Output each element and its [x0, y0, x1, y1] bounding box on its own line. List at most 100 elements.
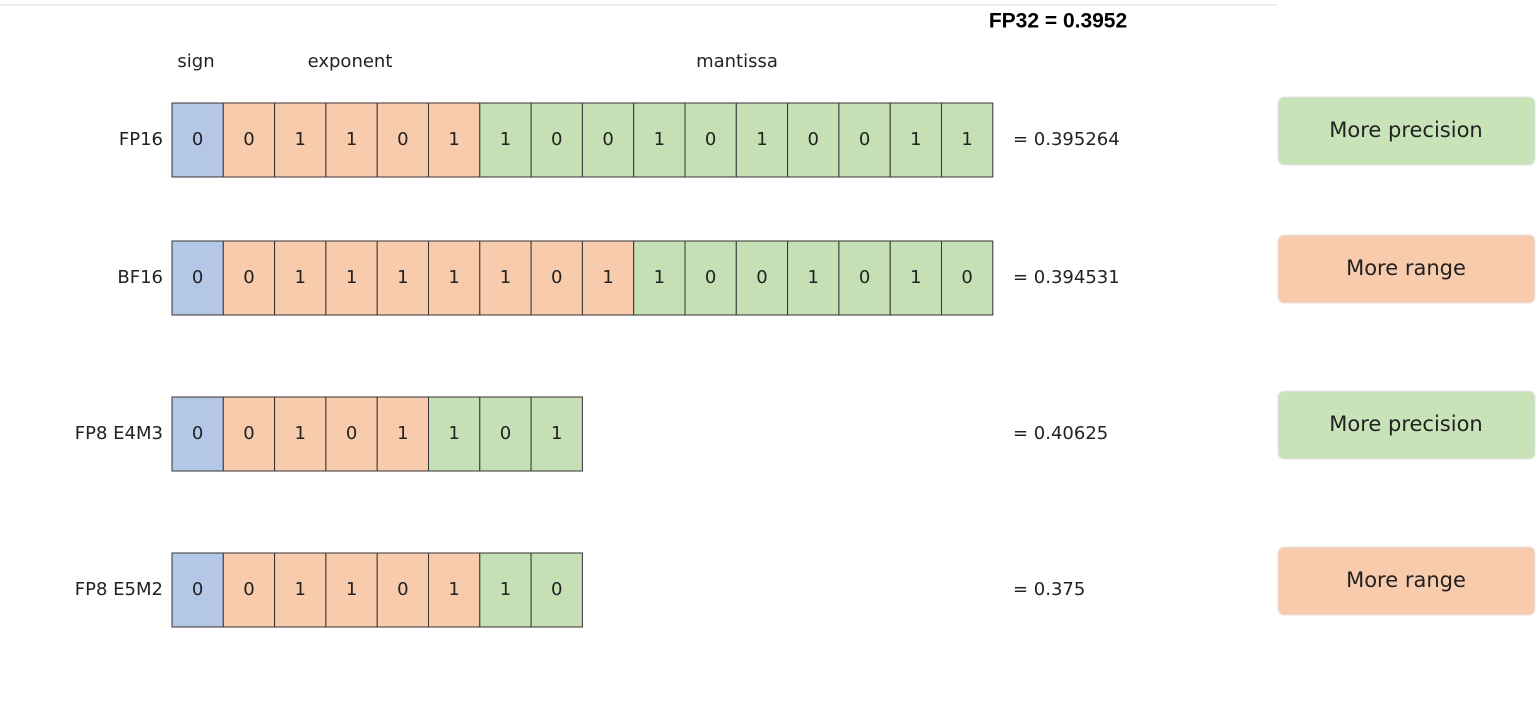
exponent-cell [376, 552, 430, 628]
row-value: = 0.375 [1013, 579, 1085, 600]
mantissa-cell [941, 102, 994, 178]
badge [1277, 546, 1536, 616]
row-value: = 0.394531 [1013, 267, 1120, 288]
badge [1277, 96, 1536, 166]
mantissa-cell [633, 240, 686, 316]
title: FP32 = 0.3952 [989, 10, 1127, 33]
exponent-cell [428, 102, 481, 178]
mantissa-bit: 0 [756, 267, 767, 288]
exponent-cell [376, 240, 430, 316]
row-label: FP8 E5M2 [75, 579, 163, 600]
mantissa-cell [684, 102, 737, 178]
mantissa-bit: 1 [808, 267, 819, 288]
exponent-bit: 1 [397, 423, 408, 444]
exponent-cell [530, 240, 583, 316]
mantissa-bit: 1 [961, 129, 972, 150]
exponent-bit: 1 [602, 267, 613, 288]
sign-bit: 0 [192, 423, 203, 444]
mantissa-bit: 0 [961, 267, 972, 288]
sign-bit: 0 [192, 129, 203, 150]
exponent-header: exponent [308, 51, 393, 72]
mantissa-cell [889, 240, 943, 316]
mantissa-cell [633, 102, 686, 178]
badge-text: More range [1346, 256, 1466, 280]
exponent-cell [376, 396, 430, 472]
row-label: FP8 E4M3 [75, 423, 163, 444]
row-label: BF16 [117, 267, 163, 288]
mantissa-cell [530, 396, 583, 472]
mantissa-cell [530, 552, 583, 628]
mantissa-cell [838, 102, 891, 178]
sign-bit: 0 [192, 267, 203, 288]
mantissa-cell [838, 240, 891, 316]
mantissa-bit: 0 [859, 267, 870, 288]
badge [1277, 234, 1536, 304]
exponent-cell [325, 552, 378, 628]
mantissa-bit: 0 [500, 423, 511, 444]
exponent-bit: 0 [551, 267, 562, 288]
exponent-bit: 0 [243, 579, 254, 600]
exponent-bit: 1 [448, 579, 459, 600]
mantissa-header: mantissa [696, 51, 778, 72]
mantissa-bit: 0 [705, 267, 716, 288]
mantissa-cell [787, 102, 840, 178]
exponent-bit: 0 [397, 129, 408, 150]
row-label: FP16 [119, 129, 163, 150]
exponent-cell [274, 102, 327, 178]
exponent-cell [274, 240, 327, 316]
mantissa-cell [941, 240, 994, 316]
badge-text: More precision [1329, 118, 1482, 142]
badge [1277, 390, 1536, 460]
exponent-cell [581, 240, 635, 316]
mantissa-bit: 1 [448, 423, 459, 444]
mantissa-bit: 0 [551, 129, 562, 150]
exponent-bit: 1 [346, 129, 357, 150]
exponent-cell [222, 102, 276, 178]
exponent-cell [274, 396, 327, 472]
exponent-bit: 0 [397, 579, 408, 600]
mantissa-bit: 0 [602, 129, 613, 150]
exponent-bit: 1 [295, 423, 306, 444]
mantissa-bit: 1 [910, 267, 921, 288]
exponent-bit: 0 [243, 267, 254, 288]
mantissa-cell [479, 552, 532, 628]
sign-cell [171, 552, 224, 628]
mantissa-cell [684, 240, 737, 316]
row-value: = 0.40625 [1013, 423, 1108, 444]
mantissa-bit: 0 [808, 129, 819, 150]
exponent-cell [428, 240, 481, 316]
exponent-bit: 1 [397, 267, 408, 288]
exponent-bit: 1 [346, 579, 357, 600]
exponent-cell [222, 240, 276, 316]
mantissa-bit: 0 [705, 129, 716, 150]
exponent-bit: 1 [295, 579, 306, 600]
sign-bit: 0 [192, 579, 203, 600]
badge-text: More range [1346, 568, 1466, 592]
exponent-bit: 1 [448, 129, 459, 150]
exponent-bit: 1 [500, 267, 511, 288]
exponent-bit: 0 [346, 423, 357, 444]
mantissa-cell [787, 240, 840, 316]
mantissa-cell [735, 102, 789, 178]
sign-header: sign [177, 51, 214, 72]
exponent-bit: 1 [295, 129, 306, 150]
exponent-cell [428, 552, 481, 628]
mantissa-bit: 0 [859, 129, 870, 150]
badge-text: More precision [1329, 412, 1482, 436]
row-value: = 0.395264 [1013, 129, 1120, 150]
mantissa-cell [581, 102, 635, 178]
mantissa-cell [479, 396, 532, 472]
mantissa-cell [889, 102, 943, 178]
mantissa-bit: 0 [551, 579, 562, 600]
exponent-cell [274, 552, 327, 628]
mantissa-cell [735, 240, 789, 316]
mantissa-bit: 1 [654, 129, 665, 150]
mantissa-bit: 1 [500, 129, 511, 150]
exponent-cell [325, 240, 378, 316]
exponent-cell [325, 396, 378, 472]
exponent-bit: 0 [243, 423, 254, 444]
mantissa-bit: 1 [551, 423, 562, 444]
mantissa-bit: 1 [756, 129, 767, 150]
exponent-bit: 1 [346, 267, 357, 288]
